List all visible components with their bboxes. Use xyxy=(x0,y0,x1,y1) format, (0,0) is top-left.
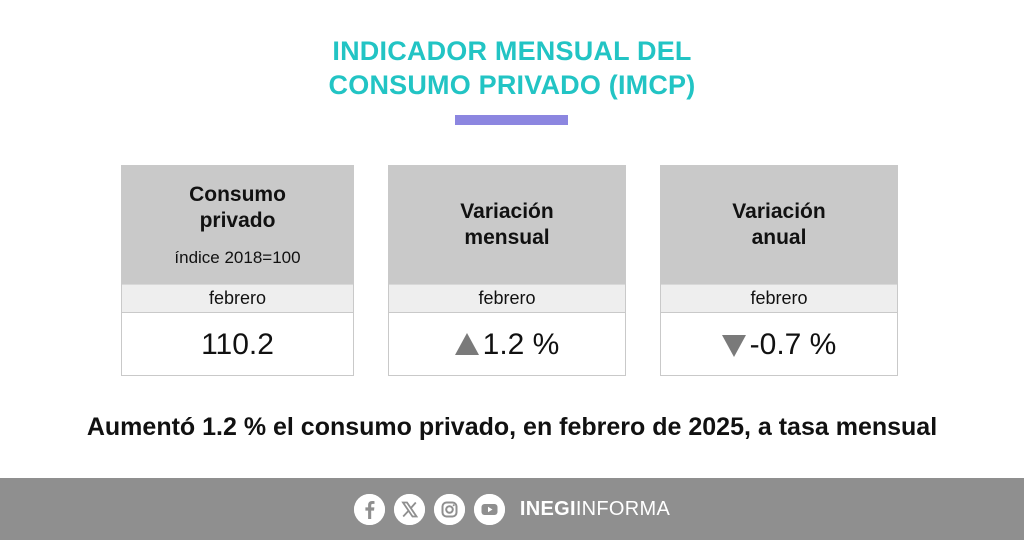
card-title-line-1: Variación xyxy=(460,200,554,223)
card-value: 1.2 % xyxy=(482,328,560,361)
page-title: INDICADOR MENSUAL DEL CONSUMO PRIVADO (I… xyxy=(0,34,1024,102)
x-icon[interactable] xyxy=(393,493,425,525)
headline-text: Aumentó 1.2 % el consumo privado, en feb… xyxy=(86,413,938,441)
title-line-2: CONSUMO PRIVADO (IMCP) xyxy=(328,70,696,100)
card-subtitle: índice 2018=100 xyxy=(174,248,301,267)
title-line-1: INDICADOR MENSUAL DEL xyxy=(332,36,692,66)
card-title: Variación anual xyxy=(732,199,825,251)
triangle-up-icon xyxy=(454,333,479,355)
card-header: Consumo privado índice 2018=100 xyxy=(122,166,353,284)
card-title-line-1: Variación xyxy=(732,200,826,223)
youtube-icon[interactable] xyxy=(473,493,505,525)
card-value: -0.7 % xyxy=(749,328,837,361)
card-title: Consumo privado xyxy=(189,182,286,234)
brand-bold: INEGI xyxy=(519,497,576,520)
card-period: febrero xyxy=(122,284,353,313)
card-period: febrero xyxy=(389,284,625,313)
card-header: Variación mensual xyxy=(389,166,625,284)
card-consumo-privado: Consumo privado índice 2018=100 febrero … xyxy=(121,165,354,376)
card-variacion-mensual: Variación mensual febrero 1.2 % xyxy=(388,165,626,376)
instagram-icon[interactable] xyxy=(433,493,465,525)
card-header: Variación anual xyxy=(661,166,897,284)
card-title: Variación mensual xyxy=(460,199,553,251)
card-title-line-2: anual xyxy=(751,226,807,249)
brand-light: INFORMA xyxy=(575,497,671,520)
card-value: 110.2 xyxy=(201,328,274,361)
card-value-box: -0.7 % xyxy=(661,313,897,377)
brand-inegi-informa[interactable]: INEGIINFORMA xyxy=(520,498,670,521)
triangle-down-icon xyxy=(721,335,746,357)
title-accent-bar xyxy=(455,115,568,125)
card-value-box: 110.2 xyxy=(122,313,353,377)
card-title-line-2: mensual xyxy=(464,226,550,249)
facebook-icon[interactable] xyxy=(353,493,385,525)
footer-bar: INEGIINFORMA xyxy=(0,478,1024,540)
card-variacion-anual: Variación anual febrero -0.7 % xyxy=(660,165,898,376)
card-title-line-1: Consumo xyxy=(189,183,286,206)
card-value-box: 1.2 % xyxy=(389,313,625,377)
card-period: febrero xyxy=(661,284,897,313)
card-title-line-2: privado xyxy=(199,209,276,232)
social-links: INEGIINFORMA xyxy=(353,493,670,525)
